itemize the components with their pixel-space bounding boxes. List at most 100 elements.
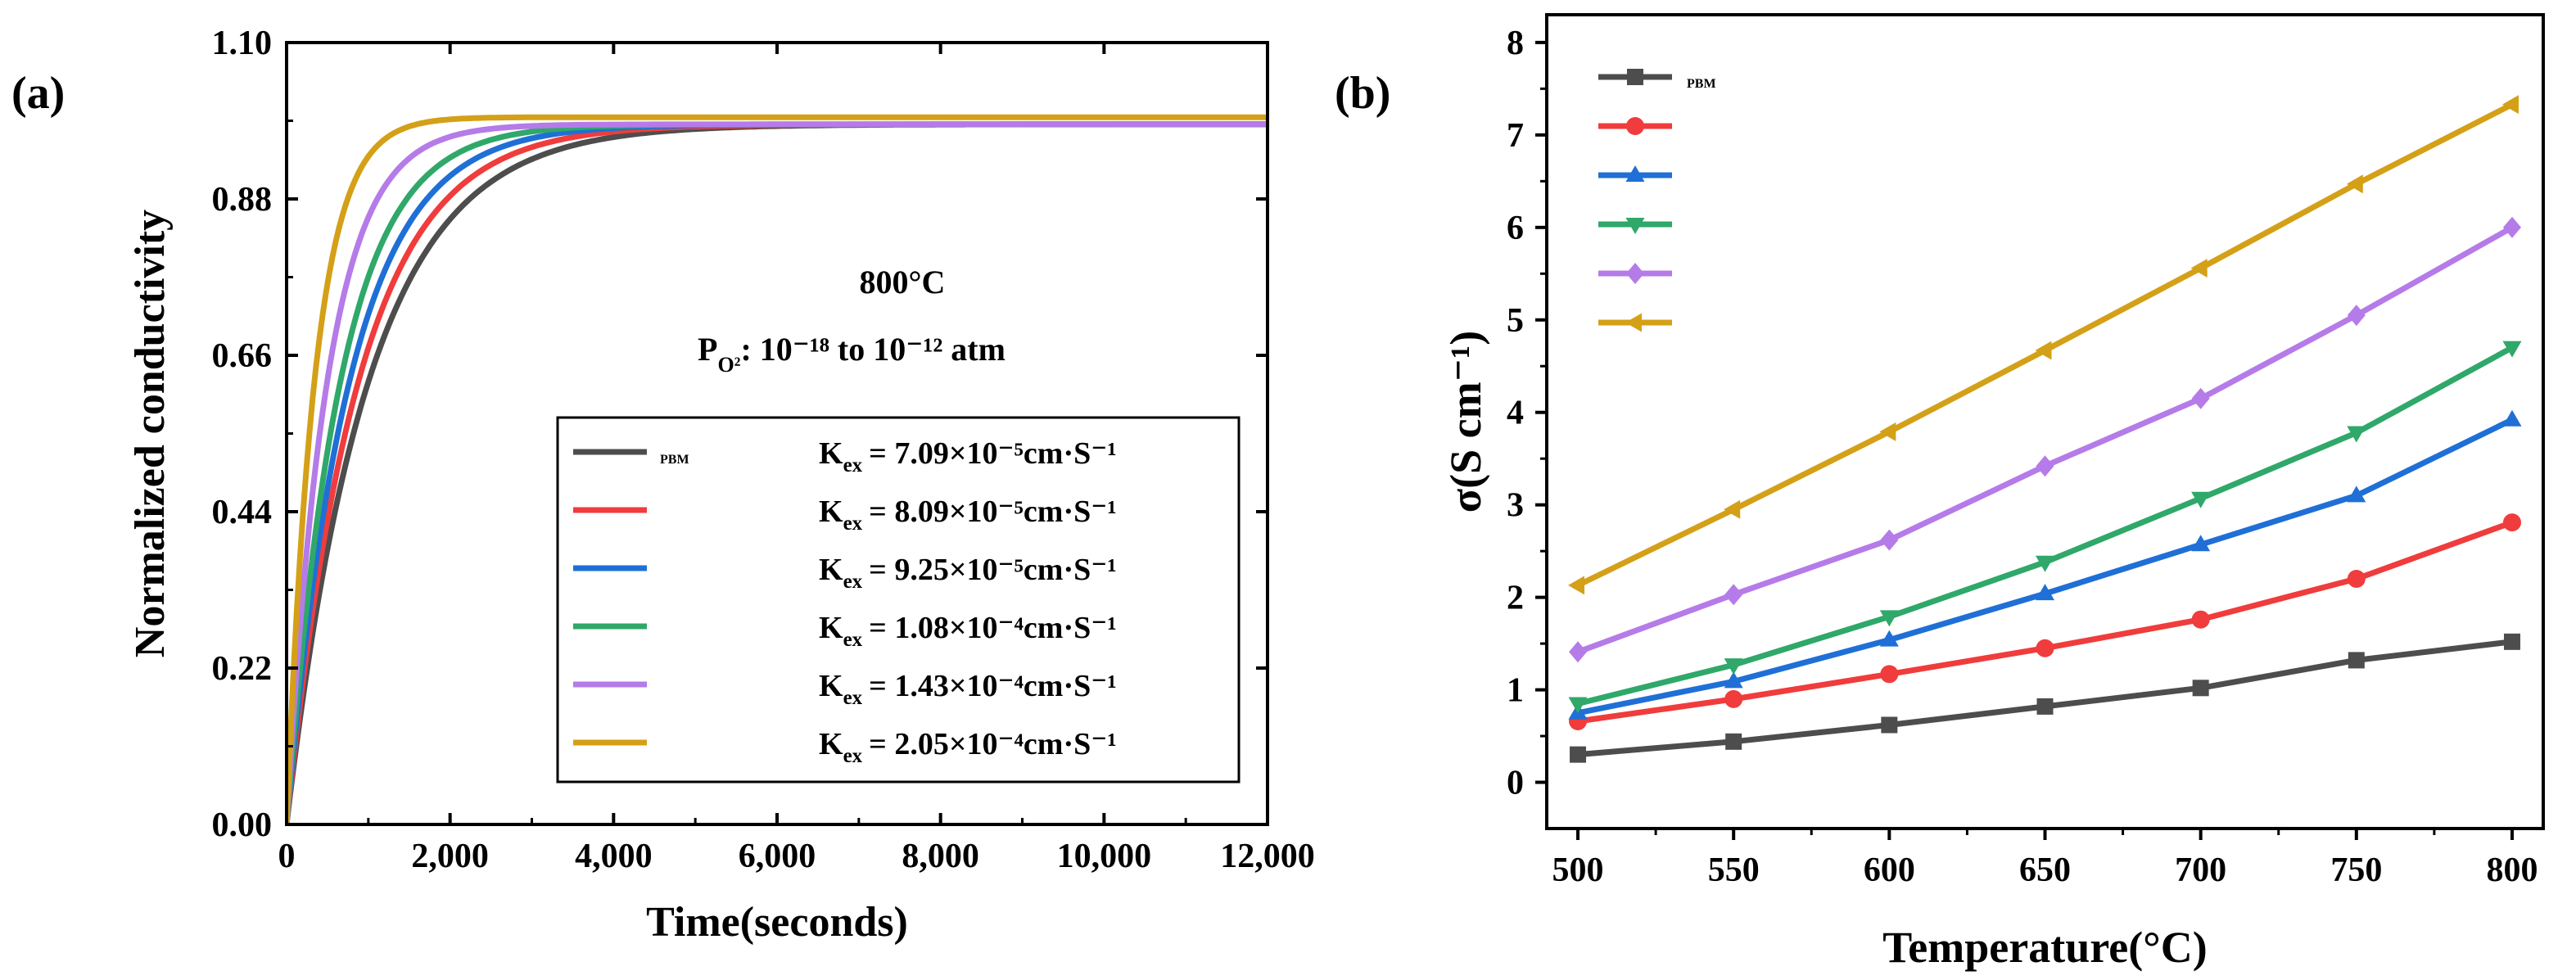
legend-k-a-2: Kex = 9.25×10⁻⁵cm·S⁻¹: [819, 553, 1117, 593]
point-b-3-0: [1568, 697, 1588, 714]
point-b-3-5: [2347, 426, 2366, 443]
annotation-po2: PO²: 10⁻¹⁸ to 10⁻¹² atm: [698, 331, 1006, 377]
k-value: = 1.08×10⁻⁴cm·S⁻¹: [869, 611, 1117, 645]
k-symbol: K: [819, 669, 843, 703]
point-b-3-2: [1879, 610, 1899, 627]
point-b-4-5: [2347, 305, 2366, 327]
legend-marker-b-0: [1627, 69, 1643, 85]
point-b-2-5: [2347, 485, 2366, 503]
label-main: PBMN: [1687, 234, 1688, 235]
k-subscript: ex: [843, 629, 863, 651]
x-tick-label-b-3: 650: [2019, 851, 2071, 889]
po2-subscript: O²: [717, 353, 740, 377]
y-tick-label-b-2: 2: [1507, 580, 1524, 617]
point-b-2-3: [2036, 584, 2054, 601]
point-b-4-2: [1880, 529, 1899, 551]
legend-k-a-0: Kex = 7.09×10⁻⁵cm·S⁻¹: [819, 436, 1117, 476]
panel-label-a: (a): [11, 68, 65, 119]
point-b-5-2: [1879, 422, 1896, 441]
k-symbol: K: [819, 495, 843, 529]
legend-label-b-1: PBMN36: [1687, 136, 1688, 137]
label-main: PBMN: [1687, 136, 1688, 137]
legend-box-a: [556, 416, 1241, 784]
y-tick-label-b-3: 3: [1507, 487, 1524, 525]
point-b-3-4: [2191, 491, 2211, 508]
panel-b: (b) 500 550 600 650 700 750 800 0 1 2 3 4 5 6 7 8 Tempera…: [1335, 13, 2545, 972]
legend-k-a-4: Kex = 1.43×10⁻⁴cm·S⁻¹: [819, 669, 1117, 709]
label-main: PBMN: [1687, 332, 1688, 333]
po2-symbol: P: [698, 331, 717, 368]
point-b-1-6: [2502, 513, 2521, 532]
legend-label-b-0: PBM36: [1687, 77, 1716, 91]
panel-label-b: (b): [1335, 68, 1390, 119]
y-tick-label-a-1: 0.22: [212, 650, 273, 688]
x-tick-label-a-5: 10,000: [1057, 838, 1152, 875]
x-tick-label-b-5: 750: [2330, 851, 2382, 889]
point-b-5-4: [2190, 258, 2208, 278]
legend-k-a-3: Kex = 1.08×10⁻⁴cm·S⁻¹: [819, 611, 1117, 651]
point-b-4-1: [1724, 584, 1743, 606]
point-b-1-2: [1880, 665, 1899, 684]
x-tick-label-b-4: 700: [2175, 851, 2226, 889]
point-b-4-4: [2191, 387, 2210, 409]
x-axis-label-b: Temperature(°C): [1882, 923, 2208, 972]
k-subscript: ex: [843, 687, 863, 709]
point-b-0-0: [1570, 746, 1587, 763]
legend-label-a-0: PBM38: [660, 453, 689, 467]
y-tick-label-b-5: 5: [1507, 302, 1524, 340]
y-tick-label-a-0: 0.00: [212, 806, 273, 844]
y-tick-label-b-4: 4: [1507, 395, 1524, 432]
point-b-5-5: [2346, 174, 2363, 194]
y-tick-label-b-1: 1: [1507, 672, 1524, 710]
legend-marker-b-4: [1626, 263, 1644, 284]
curve-4: [287, 121, 1268, 824]
po2-range: : 10⁻¹⁸ to 10⁻¹² atm: [740, 331, 1005, 368]
point-b-2-2: [1879, 630, 1899, 647]
point-b-2-1: [1724, 671, 1743, 689]
x-tick-label-a-3: 6,000: [739, 838, 816, 875]
legend-marker-b-1: [1626, 117, 1644, 135]
k-symbol: K: [819, 436, 843, 471]
k-value: = 1.43×10⁻⁴cm·S⁻¹: [869, 669, 1117, 703]
y-axis-label-a: Normalized conductivity: [127, 210, 174, 657]
legend-label-b-2: PBMN36: [1687, 185, 1688, 186]
annotation-temperature: 800°C: [860, 264, 946, 300]
y-tick-label-a-2: 0.44: [212, 494, 273, 531]
label-main: PBM: [1687, 77, 1716, 91]
point-b-4-0: [1569, 641, 1588, 663]
x-axis-label-a: Time(seconds): [646, 899, 908, 946]
legend-marker-b-5: [1625, 313, 1642, 332]
k-subscript: ex: [843, 454, 863, 476]
y-axis-label-b: σ(S cm⁻¹): [1441, 331, 1490, 513]
series-line-b-0: [1577, 639, 2513, 758]
legend-label-b-4: PBMN36: [1687, 283, 1688, 284]
legend-label-b-3: PBMN36: [1687, 234, 1688, 235]
k-subscript: ex: [843, 745, 863, 767]
y-tick-label-b-0: 0: [1507, 765, 1524, 802]
k-symbol: K: [819, 553, 843, 587]
k-subscript: ex: [843, 571, 863, 593]
point-b-1-3: [2036, 639, 2054, 657]
x-tick-label-b-0: 500: [1552, 851, 1604, 889]
label-main: PBMN: [1687, 185, 1688, 186]
point-b-0-5: [2348, 652, 2365, 669]
point-b-5-6: [2501, 95, 2519, 115]
point-b-5-3: [2035, 341, 2052, 360]
x-tick-label-b-1: 550: [1708, 851, 1760, 889]
point-b-5-0: [1568, 576, 1585, 595]
legend-label-b-5: PBMN36: [1687, 332, 1688, 333]
series-line-b-1: [1577, 519, 2514, 725]
x-tick-label-a-2: 4,000: [575, 838, 653, 875]
k-value: = 7.09×10⁻⁵cm·S⁻¹: [869, 436, 1117, 471]
k-value: = 2.05×10⁻⁴cm·S⁻¹: [869, 727, 1117, 761]
point-b-3-6: [2502, 341, 2522, 358]
point-b-5-1: [1724, 499, 1741, 519]
legend-k-a-5: Kex = 2.05×10⁻⁴cm·S⁻¹: [819, 727, 1117, 767]
point-b-3-1: [1724, 658, 1743, 675]
x-tick-label-a-4: 8,000: [902, 838, 979, 875]
y-tick-label-a-5: 1.10: [212, 25, 273, 62]
legend-k-a-1: Kex = 8.09×10⁻⁵cm·S⁻¹: [819, 495, 1117, 535]
y-tick-label-b-8: 8: [1507, 25, 1524, 62]
point-b-0-3: [2036, 698, 2054, 715]
